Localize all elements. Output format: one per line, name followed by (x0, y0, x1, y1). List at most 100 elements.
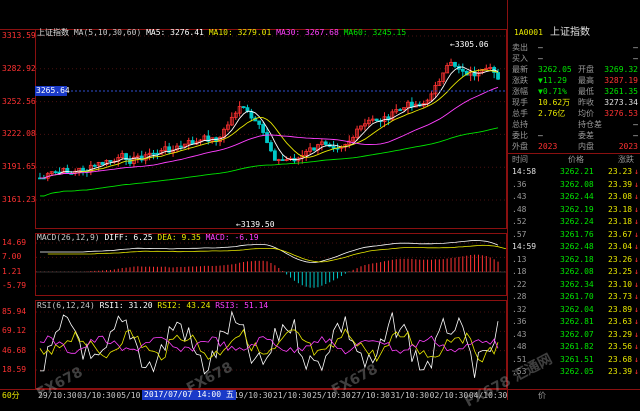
tick-row[interactable]: .48 3262.19 23.18 ↓ (508, 204, 640, 215)
tick-arrow: ↓ (634, 342, 639, 351)
quote-value: — (538, 54, 543, 63)
rsi-y-tick-2: 46.68 (2, 345, 27, 355)
quote-value: 10.62万 (538, 98, 571, 107)
tick-arrow: ↓ (634, 192, 639, 201)
tick-row[interactable]: .53 3262.05 23.39 ↓ (508, 366, 640, 377)
tick-row[interactable]: .28 3261.70 23.73 ↓ (508, 291, 640, 302)
quote-row: 总持 持仓差 — (508, 119, 640, 130)
x-label-7: 25/10:30 (312, 391, 351, 400)
x-label-0: 29/10:30 (38, 391, 77, 400)
tick-price: 3262.34 (560, 279, 594, 289)
low-value: 3139.50 (240, 220, 275, 229)
tick-price: 3262.48 (560, 242, 594, 251)
rsi-legend: RSI(6,12,24) RSI1: 31.20 RSI2: 43.24 RSI… (37, 301, 268, 311)
tick-change: 23.39 (608, 367, 633, 376)
tick-row[interactable]: 14:59 3262.48 23.04 ↓ (508, 241, 640, 252)
chart-canvas[interactable] (0, 0, 507, 400)
quote-row: 外盘 2023 内盘 2023 (508, 141, 640, 152)
kline-chart-area[interactable]: 上证指数 MA(5,10,30,60) MA5: 3276.41 MA10: 3… (0, 0, 507, 401)
quote-label: 最低 (578, 87, 594, 96)
sidebar-footer: 价 (508, 389, 640, 401)
quote-label: 内盘 (578, 142, 594, 151)
quote-value: 2023 (618, 142, 638, 151)
x-label-2: 05/10:30 (116, 391, 155, 400)
period-selector[interactable]: 60分 (2, 391, 20, 400)
quote-value: — (538, 131, 543, 140)
quote-value: — (633, 120, 638, 129)
quote-row: 现手 10.62万 昨收 3273.34 (508, 97, 640, 108)
tick-time: .28 (512, 292, 527, 301)
tick-time: .43 (512, 192, 527, 201)
tick-price: 3262.05 (560, 367, 594, 376)
quote-label: 涨幅 (512, 87, 528, 96)
tick-row[interactable]: .18 3262.08 23.25 ↓ (508, 266, 640, 277)
tick-change: 23.23 (608, 167, 633, 176)
tick-change: 23.18 (608, 204, 633, 214)
tick-change: 23.56 (608, 342, 633, 351)
tick-row[interactable]: .43 3262.07 23.29 ↓ (508, 329, 640, 340)
quote-value: 3276.53 (604, 109, 638, 118)
quote-row: 涨幅 ▼0.71% 最低 3261.35 (508, 86, 640, 97)
tick-price: 3262.04 (560, 304, 594, 314)
x-label-6: 21/10:30 (273, 391, 312, 400)
quote-label: 最新 (512, 65, 528, 74)
tick-row[interactable]: .32 3262.04 23.89 ↓ (508, 304, 640, 315)
tick-row[interactable]: .52 3262.24 23.18 ↓ (508, 216, 640, 227)
quote-row: 卖出 — — (508, 42, 640, 53)
tick-change: 23.26 (608, 254, 633, 264)
rsi-legend-item-2: RSI2: 43.24 (157, 301, 216, 310)
tick-arrow: ↓ (634, 242, 639, 251)
tick-change: 23.67 (608, 229, 633, 239)
tick-change: 23.68 (608, 354, 633, 364)
tick-time: .52 (512, 217, 527, 226)
rsi-y-tick-3: 18.59 (2, 365, 27, 374)
tick-row[interactable]: .13 3262.18 23.26 ↓ (508, 254, 640, 265)
tick-row[interactable]: .43 3262.44 23.08 ↓ (508, 191, 640, 202)
tick-price: 3262.44 (560, 192, 594, 201)
rsi-lines (39, 310, 499, 378)
tick-price: 3262.08 (560, 267, 594, 276)
quote-label: 总手 (512, 109, 528, 118)
quote-label: 总持 (512, 120, 528, 129)
x-label-8: 27/10:30 (351, 391, 390, 400)
tick-row[interactable]: 14:58 3262.21 23.23 ↓ (508, 166, 640, 177)
quote-label: 现手 (512, 98, 528, 107)
tick-row[interactable]: .22 3262.34 23.10 ↓ (508, 279, 640, 290)
high-value: 3305.06 (454, 40, 489, 49)
tick-time: .36 (512, 317, 527, 326)
low-annotation: ←3139.50 (236, 220, 275, 229)
tick-row[interactable]: .36 3262.08 23.39 ↓ (508, 179, 640, 190)
tick-time: .53 (512, 367, 527, 376)
quote-label: 委差 (578, 131, 594, 140)
x-axis-bar: 60分 29/10:3003/10:3005/10:3010:3017/10:3… (0, 389, 507, 401)
tick-arrow: ↓ (634, 204, 639, 214)
quote-row: 总手 2.76亿 均价 3276.53 (508, 108, 640, 119)
macd-legend-item-0: MACD(26,12,9) (37, 233, 105, 242)
quote-sidebar: 1A0001 上证指数 卖出 — — 买入 — — 最新 3262.05 开盘 3269.32 涨跌… (507, 0, 640, 400)
tick-time: .57 (512, 229, 527, 239)
quote-value: — (633, 43, 638, 52)
tick-row[interactable]: .36 3262.81 23.63 ↓ (508, 316, 640, 327)
tick-row[interactable]: .51 3261.51 23.68 ↓ (508, 354, 640, 365)
tick-change: 23.29 (608, 329, 633, 339)
rsi-legend-item-3: RSI3: 51.14 (215, 301, 269, 310)
tick-row[interactable]: .48 3261.82 23.56 ↓ (508, 341, 640, 352)
quote-label: 最高 (578, 76, 594, 85)
quote-value: 3261.35 (604, 87, 638, 96)
tick-time: .51 (512, 354, 527, 364)
main-legend: 上证指数 MA(5,10,30,60) MA5: 3276.41 MA10: 3… (37, 28, 406, 38)
tick-row[interactable]: .57 3261.76 23.67 ↓ (508, 229, 640, 240)
tick-header-change: 涨跌 (618, 155, 634, 164)
quote-value: ▼0.71% (538, 87, 567, 96)
x-label-9: 31/10:30 (390, 391, 430, 400)
tick-price: 3262.07 (560, 329, 594, 339)
quote-value: 2.76亿 (538, 109, 566, 118)
quote-row: 买入 — — (508, 53, 640, 64)
macd-y-tick-0: 14.69 (2, 238, 27, 247)
quote-value: 3287.19 (604, 76, 638, 85)
ma-legend-items: MA(5,10,30,60) MA5: 3276.41 MA10: 3279.0… (74, 28, 406, 37)
main-y-tick-1: 3282.92 (2, 63, 36, 73)
x-label-1: 03/10:30 (77, 391, 116, 400)
ma-legend-item-2: MA10: 3279.01 (208, 28, 277, 37)
tick-change: 23.63 (608, 317, 633, 326)
